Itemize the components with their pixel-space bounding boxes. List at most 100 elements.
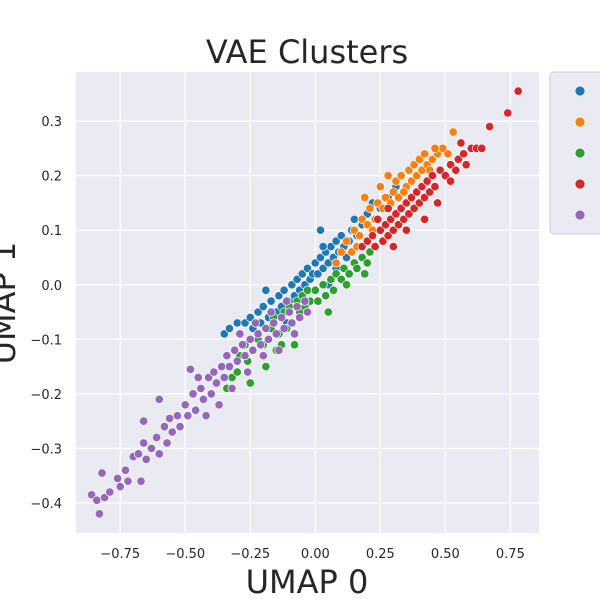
data-point (477, 143, 487, 153)
data-point (87, 490, 97, 500)
data-point (503, 108, 513, 118)
data-point (94, 509, 104, 519)
data-point (261, 362, 271, 372)
data-point (313, 269, 323, 279)
data-point (302, 285, 313, 295)
data-point (120, 465, 130, 475)
data-point (349, 214, 359, 224)
data-point (269, 318, 279, 328)
data-point (435, 165, 445, 175)
data-point (396, 203, 406, 213)
y-tick-label: −0.2 (30, 388, 62, 403)
data-point (399, 214, 409, 224)
data-point (152, 432, 162, 443)
data-point (420, 192, 430, 203)
data-point (406, 176, 417, 186)
data-point (237, 340, 248, 350)
data-point (287, 280, 297, 290)
data-point (357, 252, 367, 263)
data-point (165, 413, 175, 423)
data-point (310, 258, 320, 268)
data-point (404, 209, 414, 219)
data-point (373, 198, 383, 208)
data-point (414, 198, 424, 208)
data-point (167, 427, 177, 437)
data-point (224, 323, 235, 333)
data-point (154, 394, 164, 404)
chart-title: VAE Clusters (206, 33, 408, 71)
data-point (341, 280, 352, 290)
data-point (198, 394, 209, 404)
data-point (440, 171, 450, 181)
data-point (391, 209, 401, 219)
data-point (321, 291, 331, 301)
data-point (430, 182, 440, 192)
data-point (266, 296, 276, 306)
data-point (427, 154, 437, 164)
data-point (388, 242, 398, 252)
data-point (250, 318, 261, 328)
data-point (446, 176, 456, 186)
data-point (357, 242, 367, 252)
data-point (399, 187, 409, 197)
data-point (344, 269, 354, 279)
data-point (97, 468, 107, 478)
x-tick-label: 0.75 (496, 547, 525, 562)
data-point (339, 263, 349, 273)
data-point (261, 323, 271, 333)
data-point (222, 351, 232, 361)
data-point (217, 362, 227, 372)
legend-marker (574, 116, 586, 128)
data-point (396, 171, 406, 181)
data-point (362, 220, 372, 230)
data-point (227, 383, 237, 393)
data-points (87, 86, 523, 519)
data-point (453, 154, 463, 164)
data-point (341, 236, 352, 246)
data-point (191, 405, 201, 415)
data-point (456, 138, 466, 148)
data-point (105, 487, 115, 497)
data-point (365, 203, 375, 213)
series-1 (331, 127, 458, 268)
data-point (409, 160, 419, 170)
data-point (331, 258, 341, 268)
data-point (243, 367, 253, 377)
data-point (248, 345, 258, 355)
data-point (159, 422, 169, 432)
data-point (485, 122, 495, 132)
data-point (274, 345, 284, 355)
data-point (318, 242, 328, 252)
data-point (302, 263, 313, 273)
data-point (349, 225, 359, 235)
x-tick-labels: −0.75 −0.50 −0.25 0.00 0.25 0.50 0.75 (100, 547, 525, 562)
y-tick-label: 0.3 (41, 115, 62, 130)
data-point (451, 165, 461, 175)
data-point (412, 171, 422, 181)
data-point (336, 247, 346, 257)
data-point (279, 323, 289, 333)
data-point (183, 411, 193, 421)
data-point (360, 192, 370, 203)
data-point (388, 187, 398, 197)
data-point (261, 285, 271, 295)
data-point (162, 438, 172, 448)
data-point (401, 198, 411, 208)
data-point (362, 236, 372, 246)
y-tick-label: −0.4 (30, 497, 62, 512)
data-point (113, 473, 123, 483)
data-point (310, 285, 320, 295)
data-point (513, 86, 523, 96)
data-point (433, 198, 443, 208)
data-point (417, 182, 427, 192)
data-point (404, 165, 414, 175)
data-point (209, 367, 219, 377)
legend (549, 71, 600, 235)
legend-marker (574, 85, 586, 97)
data-point (245, 334, 255, 344)
data-point (393, 192, 404, 203)
data-point (284, 307, 294, 317)
data-point (154, 449, 164, 459)
data-point (139, 438, 149, 448)
data-point (375, 182, 385, 192)
